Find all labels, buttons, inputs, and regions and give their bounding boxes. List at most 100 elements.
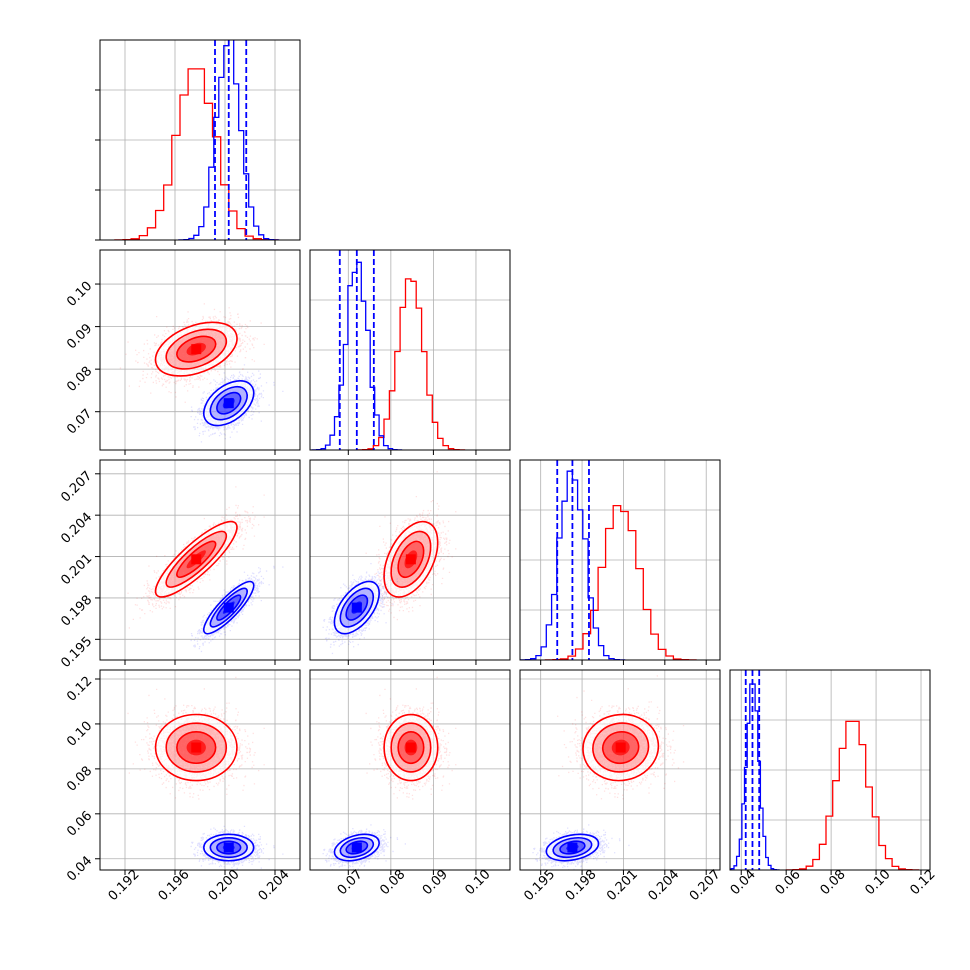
contour-line bbox=[154, 321, 238, 377]
y-tick-label: 0.10 bbox=[64, 719, 95, 750]
contour-line bbox=[333, 833, 380, 862]
contour-line bbox=[383, 520, 439, 598]
density-peak bbox=[223, 398, 234, 409]
x-tick-label: 0.12 bbox=[907, 867, 938, 898]
y-tick-label: 0.07 bbox=[64, 406, 95, 437]
y-tick-label: 0.04 bbox=[64, 853, 95, 884]
x-tick-label: 0.204 bbox=[645, 867, 682, 904]
y-tick-label: 0.09 bbox=[64, 321, 95, 352]
contour-line bbox=[552, 836, 593, 859]
contour-line bbox=[176, 540, 217, 579]
x-tick-label: 0.06 bbox=[773, 867, 804, 898]
density-peak bbox=[405, 742, 416, 753]
y-tick-label: 0.06 bbox=[64, 809, 95, 840]
panel-2-1 bbox=[309, 459, 511, 665]
contour-line bbox=[339, 587, 375, 628]
panel-0-0 bbox=[95, 39, 301, 245]
x-tick-label: 0.195 bbox=[521, 867, 558, 904]
contour-line bbox=[154, 713, 238, 782]
axis-ticks bbox=[95, 678, 276, 875]
contour-line bbox=[592, 722, 650, 773]
density-peak bbox=[351, 842, 362, 853]
contour-line bbox=[165, 722, 228, 773]
contour-line bbox=[209, 587, 248, 628]
panel-3-3 bbox=[729, 669, 931, 875]
density-peak bbox=[405, 554, 416, 565]
density-peak bbox=[223, 602, 234, 613]
axis-ticks bbox=[347, 660, 477, 665]
contour-line bbox=[216, 840, 242, 855]
contour-line bbox=[216, 391, 242, 415]
panel-frame bbox=[309, 459, 511, 661]
panel-frame bbox=[99, 459, 301, 661]
panel-2-0 bbox=[95, 459, 301, 665]
contour-line bbox=[333, 580, 380, 635]
y-tick-label: 0.10 bbox=[64, 279, 95, 310]
x-tick-label: 0.08 bbox=[377, 867, 408, 898]
y-tick-label: 0.201 bbox=[58, 551, 95, 588]
density-peak bbox=[191, 554, 202, 565]
contour-line bbox=[176, 335, 217, 363]
panel-frame bbox=[309, 249, 511, 451]
panel-frame bbox=[729, 669, 931, 871]
y-tick-label: 0.204 bbox=[58, 510, 95, 547]
contour-line bbox=[165, 530, 228, 588]
x-tick-label: 0.204 bbox=[256, 867, 293, 904]
contour-line bbox=[545, 833, 600, 862]
panel-frame bbox=[99, 669, 301, 871]
y-tick-label: 0.195 bbox=[58, 634, 95, 671]
histogram-step bbox=[356, 278, 466, 450]
y-tick-label: 0.207 bbox=[58, 468, 95, 505]
x-tick-label: 0.04 bbox=[728, 867, 759, 898]
contour-line bbox=[209, 385, 248, 421]
y-tick-label: 0.08 bbox=[64, 364, 95, 395]
density-peak bbox=[191, 344, 202, 355]
contour-line bbox=[345, 840, 369, 855]
x-tick-label: 0.10 bbox=[863, 867, 894, 898]
contour-line bbox=[165, 328, 228, 370]
y-tick-label: 0.08 bbox=[64, 764, 95, 795]
contour-line bbox=[383, 713, 439, 782]
axis-ticks bbox=[540, 660, 707, 665]
panel-frame bbox=[99, 249, 301, 451]
x-tick-label: 0.10 bbox=[462, 867, 493, 898]
axis-ticks bbox=[540, 870, 707, 875]
histogram-step bbox=[544, 504, 697, 660]
y-tick-label: 0.198 bbox=[58, 593, 95, 630]
x-tick-label: 0.07 bbox=[335, 867, 366, 898]
histogram-step bbox=[114, 68, 279, 240]
panel-2-2 bbox=[519, 459, 721, 665]
contour-line bbox=[397, 731, 425, 765]
contour-line bbox=[559, 840, 586, 855]
density-peak bbox=[351, 602, 362, 613]
contour-line bbox=[582, 713, 660, 782]
density-peak bbox=[191, 742, 202, 753]
density-peak bbox=[223, 842, 234, 853]
x-tick-label: 0.08 bbox=[818, 867, 849, 898]
x-tick-label: 0.192 bbox=[106, 867, 143, 904]
density-peak bbox=[567, 842, 578, 853]
contour-line bbox=[345, 594, 369, 621]
x-tick-label: 0.201 bbox=[604, 867, 641, 904]
panel-1-0 bbox=[95, 249, 301, 455]
panel-frame bbox=[519, 459, 721, 661]
histogram-step bbox=[785, 720, 920, 870]
panel-3-1 bbox=[309, 669, 511, 875]
contour-line bbox=[209, 836, 248, 859]
x-tick-label: 0.200 bbox=[206, 867, 243, 904]
panel-3-2 bbox=[519, 669, 721, 875]
contour-line bbox=[176, 730, 217, 765]
panel-3-0 bbox=[95, 669, 301, 875]
contour-line bbox=[390, 722, 432, 773]
histogram-step bbox=[311, 261, 403, 450]
panel-frame bbox=[519, 669, 721, 871]
y-tick-label: 0.12 bbox=[64, 674, 95, 705]
x-tick-label: 0.09 bbox=[420, 867, 451, 898]
axis-ticks bbox=[347, 870, 477, 875]
axis-ticks bbox=[95, 283, 276, 455]
x-tick-label: 0.198 bbox=[563, 867, 600, 904]
contour-line bbox=[203, 833, 255, 862]
axis-ticks bbox=[740, 870, 922, 875]
axis-ticks bbox=[95, 473, 276, 665]
